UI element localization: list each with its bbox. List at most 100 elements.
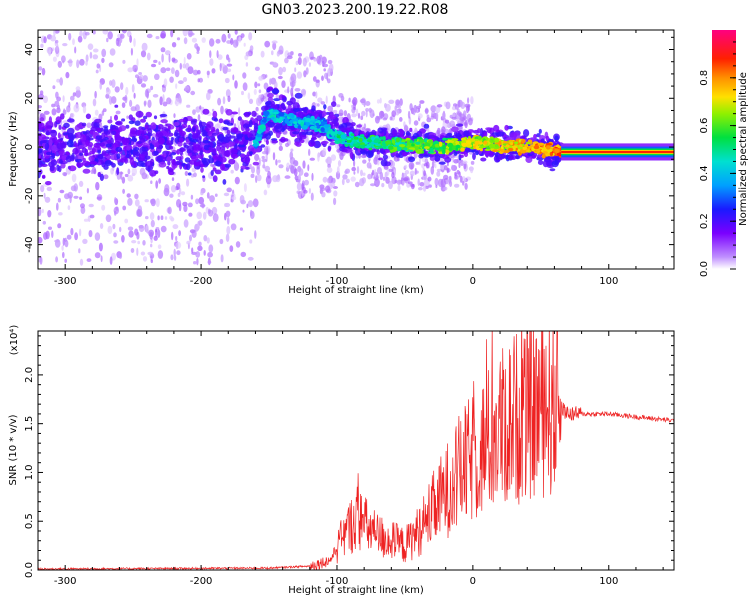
heatmap-cell bbox=[38, 105, 42, 109]
heatmap-cell bbox=[231, 111, 239, 115]
heatmap-cell bbox=[258, 94, 264, 99]
heatmap-cell bbox=[452, 112, 456, 118]
heatmap-cell bbox=[413, 105, 417, 111]
heatmap-cell bbox=[89, 51, 93, 59]
heatmap-cell bbox=[375, 143, 381, 147]
heatmap-cell bbox=[196, 257, 199, 266]
heatmap-cell bbox=[278, 112, 285, 117]
heatmap-cell bbox=[115, 146, 123, 152]
heatmap-cell bbox=[82, 157, 86, 162]
heatmap-cell bbox=[146, 52, 151, 61]
heatmap-cell bbox=[549, 168, 556, 172]
heatmap-cell bbox=[74, 143, 79, 147]
heatmap-cell bbox=[310, 115, 315, 121]
heatmap-cell bbox=[113, 232, 117, 238]
heatmap-cell bbox=[149, 198, 156, 204]
heatmap-cell bbox=[76, 59, 80, 69]
heatmap-cell bbox=[225, 233, 230, 242]
heatmap-cell bbox=[85, 139, 90, 146]
heatmap-cell bbox=[428, 134, 436, 138]
heatmap-cell bbox=[129, 99, 133, 107]
heatmap-cell bbox=[81, 147, 87, 154]
heatmap-cell bbox=[411, 130, 414, 135]
heatmap-cell bbox=[297, 125, 302, 129]
heatmap-cell bbox=[134, 193, 139, 200]
heatmap-cell bbox=[242, 209, 245, 213]
heatmap-cell bbox=[247, 200, 254, 208]
heatmap-cell bbox=[399, 144, 406, 148]
heatmap-cell bbox=[158, 178, 162, 184]
heatmap-cell bbox=[304, 117, 311, 123]
heatmap-cell bbox=[199, 105, 202, 110]
heatmap-cell bbox=[179, 149, 183, 156]
heatmap-cell bbox=[136, 247, 139, 256]
heatmap-cell bbox=[353, 159, 356, 167]
heatmap-cell bbox=[239, 195, 245, 204]
heatmap-cell bbox=[52, 152, 56, 159]
heatmap-cell bbox=[217, 134, 225, 142]
heatmap-cell bbox=[99, 153, 103, 160]
heatmap-cell bbox=[174, 69, 180, 78]
heatmap-cell bbox=[41, 208, 44, 214]
heatmap-cell bbox=[415, 170, 419, 174]
colorbar-ticks: 0.0 0.2 0.4 0.6 0.8 bbox=[699, 41, 736, 277]
colorbar-label: Normalized spectral amplitude bbox=[738, 72, 749, 226]
heatmap-cell bbox=[261, 155, 265, 160]
heatmap-cell bbox=[265, 117, 271, 121]
heatmap-cell bbox=[246, 203, 249, 209]
heatmap-cell bbox=[96, 194, 103, 201]
heatmap-cell bbox=[202, 175, 206, 179]
heatmap-cell bbox=[462, 180, 465, 186]
heatmap-cell bbox=[139, 167, 146, 176]
heatmap-cell bbox=[428, 139, 433, 144]
heatmap-cell bbox=[294, 160, 299, 167]
heatmap-cell bbox=[44, 196, 51, 203]
heatmap-cell bbox=[510, 142, 514, 146]
heatmap-cell bbox=[253, 122, 259, 130]
heatmap-cell bbox=[92, 161, 98, 166]
heatmap-cell bbox=[61, 55, 66, 63]
heatmap-cell bbox=[264, 40, 271, 48]
heatmap-cell bbox=[443, 174, 449, 180]
heatmap-cell bbox=[125, 86, 129, 96]
heatmap-cell bbox=[178, 137, 184, 143]
heatmap-cell bbox=[157, 244, 162, 249]
heatmap-cell bbox=[109, 154, 118, 161]
heatmap-cell bbox=[68, 58, 73, 67]
heatmap-cell bbox=[186, 145, 194, 153]
heatmap-cell bbox=[95, 69, 99, 74]
heatmap-cell bbox=[170, 30, 174, 38]
heatmap-cell bbox=[341, 148, 348, 153]
heatmap-cell bbox=[392, 129, 398, 137]
heatmap-cell bbox=[101, 57, 105, 64]
heatmap-cell bbox=[171, 67, 175, 74]
heatmap-cell bbox=[193, 161, 201, 167]
heatmap-cell bbox=[45, 125, 52, 132]
heatmap-cell bbox=[289, 164, 293, 170]
heatmap-cell bbox=[423, 170, 426, 177]
heatmap-cell bbox=[362, 172, 366, 176]
heatmap-cell bbox=[226, 225, 231, 235]
heatmap-cell bbox=[438, 161, 446, 165]
heatmap-cell bbox=[337, 116, 343, 123]
heatmap-cell bbox=[465, 105, 470, 114]
heatmap-cell bbox=[144, 199, 149, 203]
heatmap-cell bbox=[442, 154, 448, 160]
heatmap-cell bbox=[258, 75, 264, 81]
heatmap-cell bbox=[217, 97, 222, 106]
heatmap-cell bbox=[317, 153, 320, 162]
heatmap-cell bbox=[51, 137, 56, 144]
heatmap-cell bbox=[322, 147, 327, 157]
heatmap-cell bbox=[507, 155, 514, 160]
snr-y-axis-label: SNR (10 * v/v) bbox=[8, 414, 19, 485]
colorbar-tick-label: 0.0 bbox=[699, 261, 710, 277]
heatmap-cell bbox=[376, 159, 380, 166]
heatmap-cell bbox=[409, 127, 413, 132]
heatmap-cell bbox=[545, 135, 550, 142]
heatmap-cell bbox=[439, 141, 443, 147]
heatmap-cell bbox=[300, 135, 307, 140]
heatmap-cell bbox=[98, 242, 103, 252]
heatmap-cell bbox=[210, 170, 214, 176]
heatmap-cell bbox=[105, 93, 110, 99]
heatmap-cell bbox=[408, 147, 416, 150]
